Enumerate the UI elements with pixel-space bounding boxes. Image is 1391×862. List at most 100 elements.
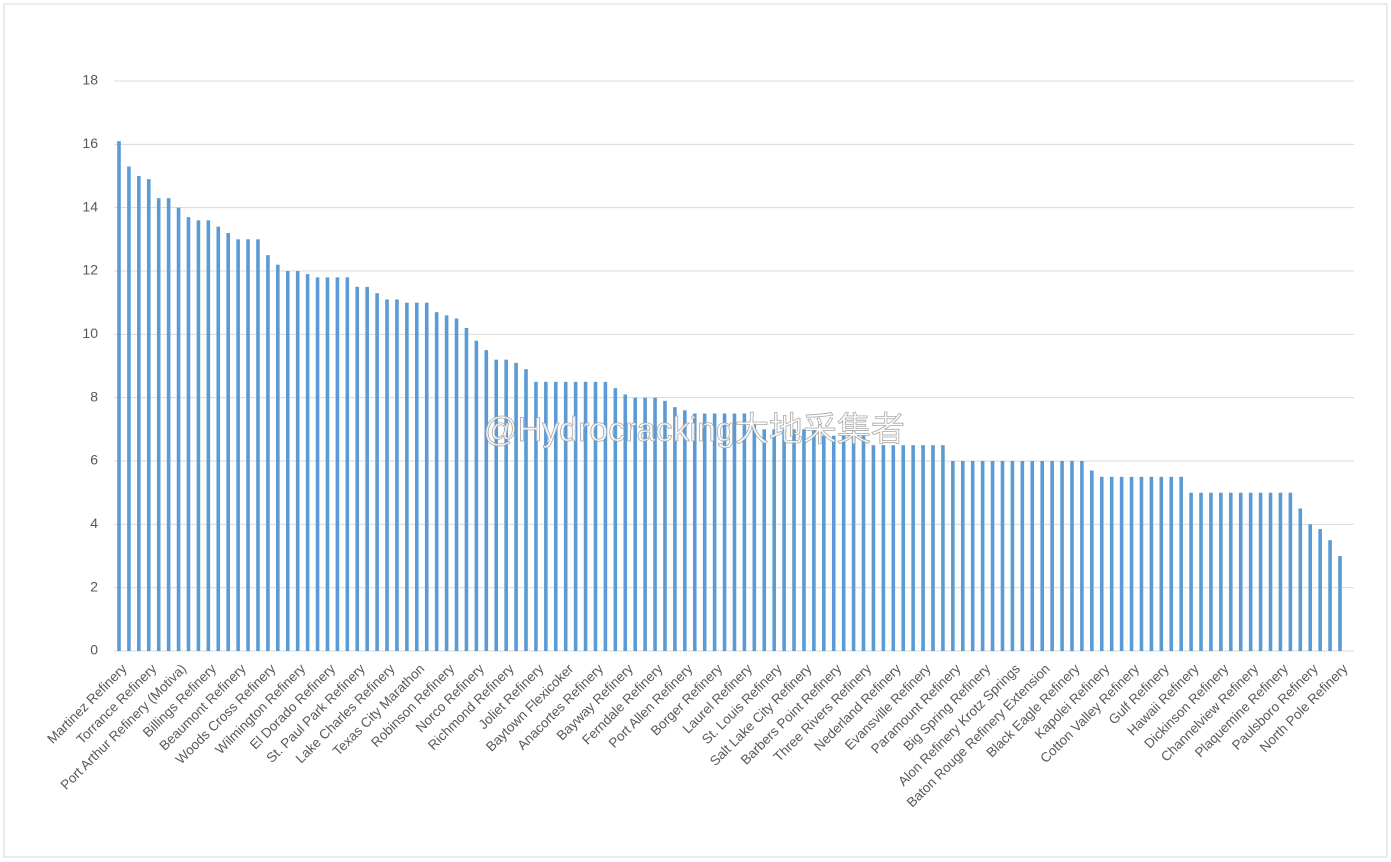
bar	[1169, 476, 1174, 651]
bar	[1189, 492, 1193, 651]
bar	[603, 381, 608, 651]
bar	[861, 435, 866, 651]
bar	[623, 394, 628, 651]
bar	[1248, 492, 1253, 651]
bar	[385, 299, 389, 651]
bar	[960, 461, 965, 651]
y-tick-label: 12	[82, 262, 98, 278]
bar	[464, 328, 469, 651]
bar	[951, 461, 955, 651]
bar	[1288, 492, 1293, 651]
bar	[613, 388, 618, 651]
bar	[405, 302, 409, 651]
bar	[494, 359, 499, 651]
bar	[295, 271, 300, 651]
bar	[931, 445, 935, 651]
bar	[1229, 492, 1233, 651]
bar	[990, 461, 995, 651]
bar	[1298, 508, 1303, 651]
y-tick-label: 2	[90, 578, 98, 594]
bar	[712, 413, 717, 651]
bar	[1129, 476, 1134, 651]
bar	[1219, 492, 1223, 651]
bar	[1119, 476, 1124, 651]
bar	[702, 413, 707, 651]
bar	[871, 445, 876, 651]
bar	[127, 166, 131, 651]
bar	[1030, 461, 1035, 651]
bars	[117, 141, 1342, 652]
bar	[891, 445, 896, 651]
bar	[553, 381, 558, 651]
bar	[782, 429, 786, 651]
bar	[1268, 492, 1273, 651]
bar	[375, 293, 379, 651]
y-tick-label: 6	[90, 452, 98, 468]
bar	[285, 271, 290, 651]
bar	[762, 429, 767, 651]
bar	[1149, 476, 1154, 651]
y-tick-label: 0	[90, 642, 98, 658]
bar	[365, 286, 369, 651]
bar	[851, 435, 856, 651]
bar	[206, 220, 211, 652]
bar	[732, 413, 737, 651]
y-tick-label: 18	[82, 72, 98, 88]
bar	[117, 141, 121, 651]
bar	[474, 340, 479, 651]
bar	[276, 264, 280, 651]
bar	[563, 381, 568, 651]
bar	[415, 302, 419, 651]
watermark: @Hydrocracking大地采集者	[483, 411, 905, 449]
bar	[941, 445, 945, 651]
y-tick-label: 16	[82, 135, 98, 151]
bar	[841, 435, 846, 651]
bar	[1000, 461, 1005, 651]
bar	[444, 315, 449, 651]
bar	[256, 239, 260, 652]
bar	[831, 435, 836, 651]
bar	[1179, 476, 1183, 651]
bar	[1099, 476, 1104, 651]
bar	[772, 429, 776, 651]
bar	[1308, 524, 1313, 651]
bar	[1060, 461, 1064, 651]
bar	[1278, 492, 1283, 651]
grid	[114, 80, 1354, 652]
bar	[434, 312, 439, 651]
bar	[1080, 461, 1084, 651]
bar	[345, 277, 350, 651]
bar	[1040, 461, 1044, 651]
bar	[395, 299, 399, 651]
bar	[315, 277, 320, 651]
y-tick-label: 4	[90, 515, 98, 531]
bar	[1090, 470, 1094, 651]
y-tick-label: 10	[82, 325, 98, 341]
bar	[911, 445, 915, 651]
y-tick-label: 14	[82, 198, 98, 214]
bar	[454, 318, 459, 651]
bar	[1050, 461, 1054, 651]
bar	[166, 198, 171, 651]
bar	[643, 397, 647, 651]
bar	[1318, 529, 1322, 651]
bar	[752, 423, 757, 651]
bar	[216, 226, 221, 651]
bar	[683, 410, 687, 651]
bar	[692, 413, 697, 651]
bar	[335, 277, 340, 651]
bar	[1199, 492, 1203, 651]
bar	[514, 362, 518, 651]
bar	[1139, 476, 1144, 651]
bar	[1238, 492, 1243, 651]
bar	[653, 397, 657, 651]
bar	[573, 381, 578, 651]
bar	[1328, 540, 1332, 651]
bar	[980, 461, 985, 651]
bar	[246, 239, 250, 652]
bar	[137, 176, 141, 651]
bar	[146, 179, 151, 651]
bar	[1010, 461, 1015, 651]
bar	[812, 429, 816, 651]
